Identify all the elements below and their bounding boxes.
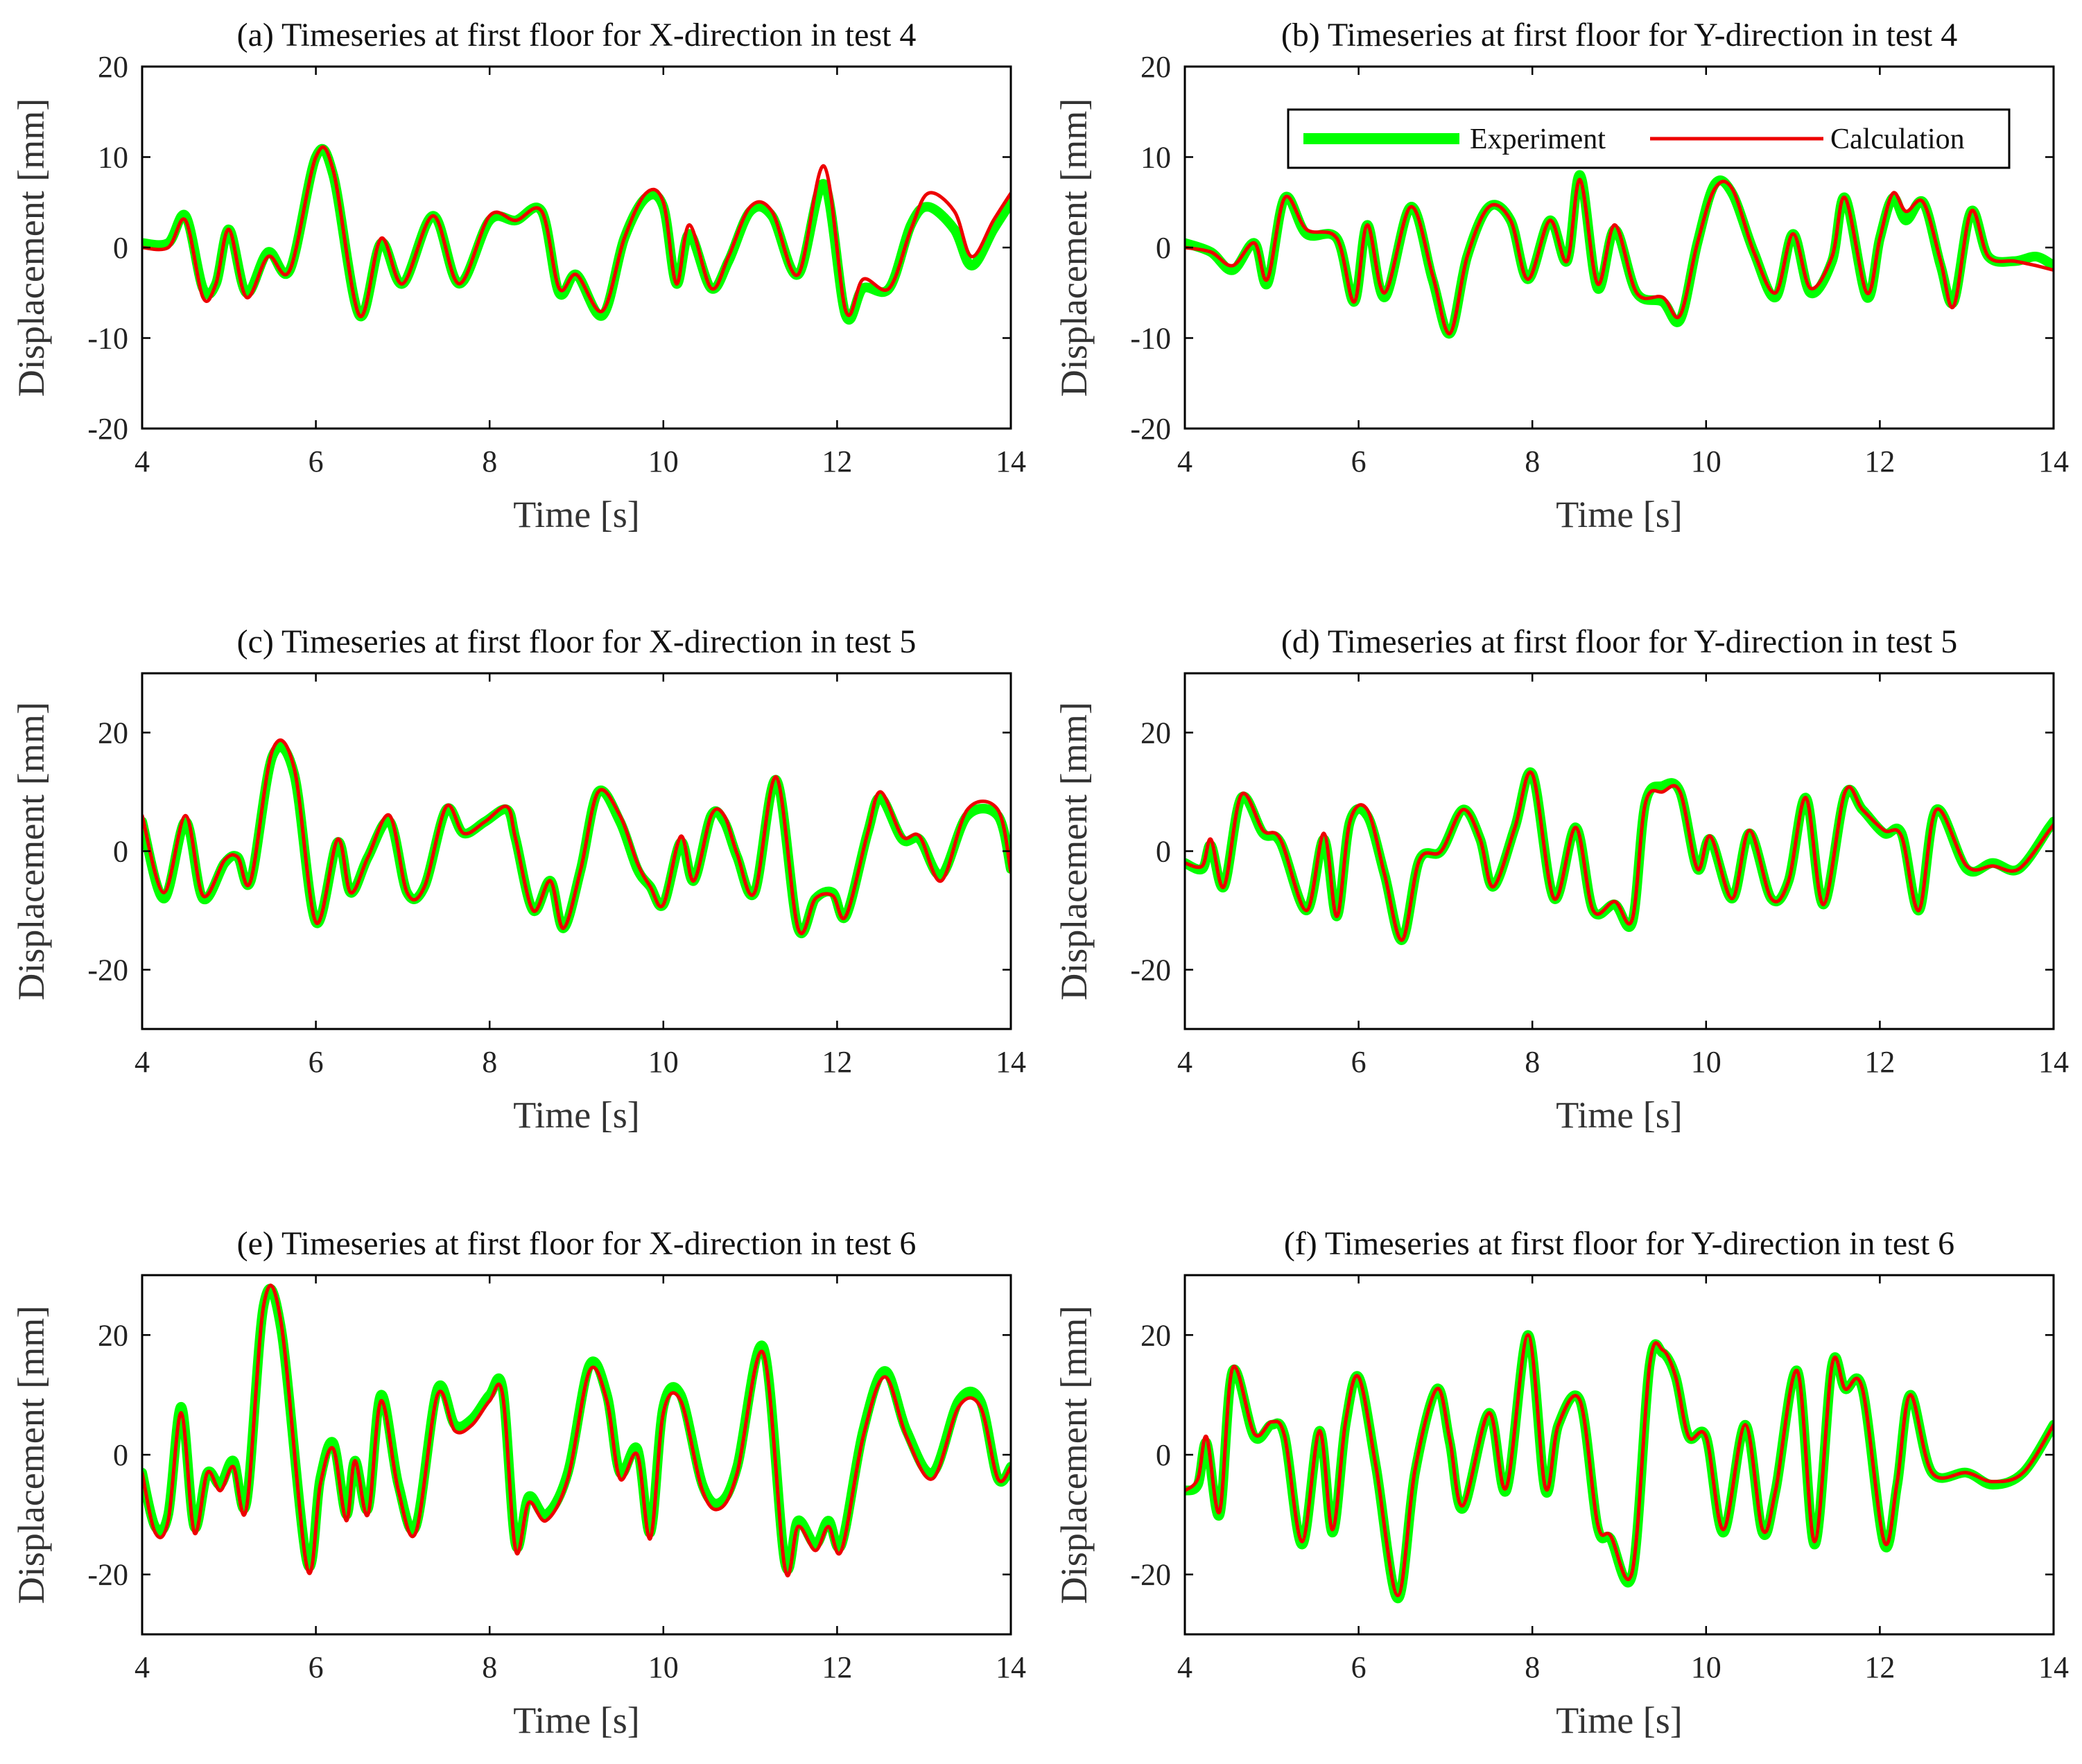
legend: Experiment Calculation xyxy=(1287,108,2011,169)
x-tick-label: 12 xyxy=(1864,1650,1895,1684)
y-tick-label: 0 xyxy=(113,231,128,265)
y-axis-label: Displacement [mm] xyxy=(1053,98,1095,397)
x-tick-label: 6 xyxy=(309,444,324,478)
x-tick-label: 4 xyxy=(1177,444,1192,478)
x-tick-label: 8 xyxy=(1525,1650,1540,1684)
y-tick-label: -20 xyxy=(1130,953,1171,987)
x-tick-label: 8 xyxy=(482,444,497,478)
x-tick-label: 8 xyxy=(1525,1045,1540,1079)
panel-d: (d) Timeseries at first floor for Y-dire… xyxy=(1053,623,2069,1136)
x-tick-label: 14 xyxy=(996,444,1026,478)
x-tick-label: 10 xyxy=(1691,1650,1721,1684)
x-tick-label: 8 xyxy=(482,1045,497,1079)
y-tick-label: -20 xyxy=(87,412,128,446)
x-tick-label: 6 xyxy=(1351,1650,1367,1684)
y-axis-label: Displacement [mm] xyxy=(10,98,52,397)
x-tick-label: 14 xyxy=(996,1650,1026,1684)
x-tick-label: 4 xyxy=(135,1045,150,1079)
series-line-calculation xyxy=(1185,178,2054,336)
panel-c: (c) Timeseries at first floor for X-dire… xyxy=(10,623,1026,1136)
y-tick-label: 20 xyxy=(98,1318,128,1352)
x-tick-label: 4 xyxy=(1177,1045,1192,1079)
panel-f: (f) Timeseries at first floor for Y-dire… xyxy=(1053,1225,2069,1741)
series-line-calculation xyxy=(142,145,1011,318)
x-tick-label: 12 xyxy=(822,444,852,478)
x-tick-label: 8 xyxy=(482,1650,497,1684)
y-tick-label: 0 xyxy=(113,835,128,869)
y-tick-label: -20 xyxy=(1130,1558,1171,1592)
y-axis-label: Displacement [mm] xyxy=(10,1306,52,1604)
panel-title: (b) Timeseries at first floor for Y-dire… xyxy=(1281,17,1957,53)
y-axis-label: Displacement [mm] xyxy=(1053,702,1095,1000)
panel-b: (b) Timeseries at first floor for Y-dire… xyxy=(1053,17,2069,535)
series-line-calculation xyxy=(142,1283,1011,1577)
x-tick-label: 14 xyxy=(2038,1650,2069,1684)
x-tick-label: 8 xyxy=(1525,444,1540,478)
y-tick-label: 0 xyxy=(1156,231,1171,265)
x-tick-label: 6 xyxy=(309,1045,324,1079)
x-tick-label: 14 xyxy=(996,1045,1026,1079)
y-tick-label: 20 xyxy=(1140,716,1171,750)
y-tick-label: 10 xyxy=(98,141,128,175)
y-tick-label: -10 xyxy=(1130,322,1171,356)
y-axis-label: Displacement [mm] xyxy=(1053,1306,1095,1604)
y-axis-label: Displacement [mm] xyxy=(10,702,52,1000)
x-axis-label: Time [s] xyxy=(1556,494,1683,535)
x-tick-label: 12 xyxy=(1864,444,1895,478)
y-tick-label: 0 xyxy=(113,1438,128,1472)
x-axis-label: Time [s] xyxy=(1556,1700,1683,1741)
x-tick-label: 12 xyxy=(822,1045,852,1079)
x-tick-label: 10 xyxy=(648,1045,679,1079)
legend-experiment-label: Experiment xyxy=(1470,123,1606,155)
y-tick-label: 20 xyxy=(1140,50,1171,84)
x-tick-label: 14 xyxy=(2038,444,2069,478)
x-tick-label: 6 xyxy=(1351,1045,1367,1079)
panel-title: (a) Timeseries at first floor for X-dire… xyxy=(237,17,917,53)
x-axis-label: Time [s] xyxy=(513,1700,640,1741)
series-line-calculation xyxy=(1185,1333,2054,1598)
y-tick-label: -20 xyxy=(1130,412,1171,446)
series-line-calculation xyxy=(142,738,1011,935)
y-tick-label: -20 xyxy=(87,953,128,987)
panel-title: (d) Timeseries at first floor for Y-dire… xyxy=(1281,623,1957,660)
y-tick-label: 0 xyxy=(1156,835,1171,869)
y-tick-label: 20 xyxy=(98,716,128,750)
x-tick-label: 12 xyxy=(822,1650,852,1684)
panels-group: (a) Timeseries at first floor for X-dire… xyxy=(10,17,2069,1741)
y-tick-label: 20 xyxy=(98,50,128,84)
panel-title: (e) Timeseries at first floor for X-dire… xyxy=(237,1225,917,1262)
x-axis-label: Time [s] xyxy=(1556,1094,1683,1136)
panel-a: (a) Timeseries at first floor for X-dire… xyxy=(10,17,1026,535)
x-tick-label: 10 xyxy=(648,1650,679,1684)
x-tick-label: 10 xyxy=(1691,444,1721,478)
panel-title: (c) Timeseries at first floor for X-dire… xyxy=(237,623,917,660)
y-tick-label: 20 xyxy=(1140,1318,1171,1352)
x-tick-label: 10 xyxy=(1691,1045,1721,1079)
x-axis-label: Time [s] xyxy=(513,1094,640,1136)
x-tick-label: 12 xyxy=(1864,1045,1895,1079)
x-tick-label: 4 xyxy=(1177,1650,1192,1684)
y-tick-label: -10 xyxy=(87,322,128,356)
panel-e: (e) Timeseries at first floor for X-dire… xyxy=(10,1225,1026,1741)
x-tick-label: 6 xyxy=(1351,444,1367,478)
y-tick-label: -20 xyxy=(87,1558,128,1592)
panel-title: (f) Timeseries at first floor for Y-dire… xyxy=(1284,1225,1954,1262)
x-tick-label: 6 xyxy=(309,1650,324,1684)
x-tick-label: 4 xyxy=(135,1650,150,1684)
x-tick-label: 4 xyxy=(135,444,150,478)
series-line-calculation xyxy=(1185,770,2054,942)
x-axis-label: Time [s] xyxy=(513,494,640,535)
legend-calculation-label: Calculation xyxy=(1830,123,1965,155)
y-tick-label: 10 xyxy=(1140,141,1171,175)
y-tick-label: 0 xyxy=(1156,1438,1171,1472)
x-tick-label: 10 xyxy=(648,444,679,478)
x-tick-label: 14 xyxy=(2038,1045,2069,1079)
